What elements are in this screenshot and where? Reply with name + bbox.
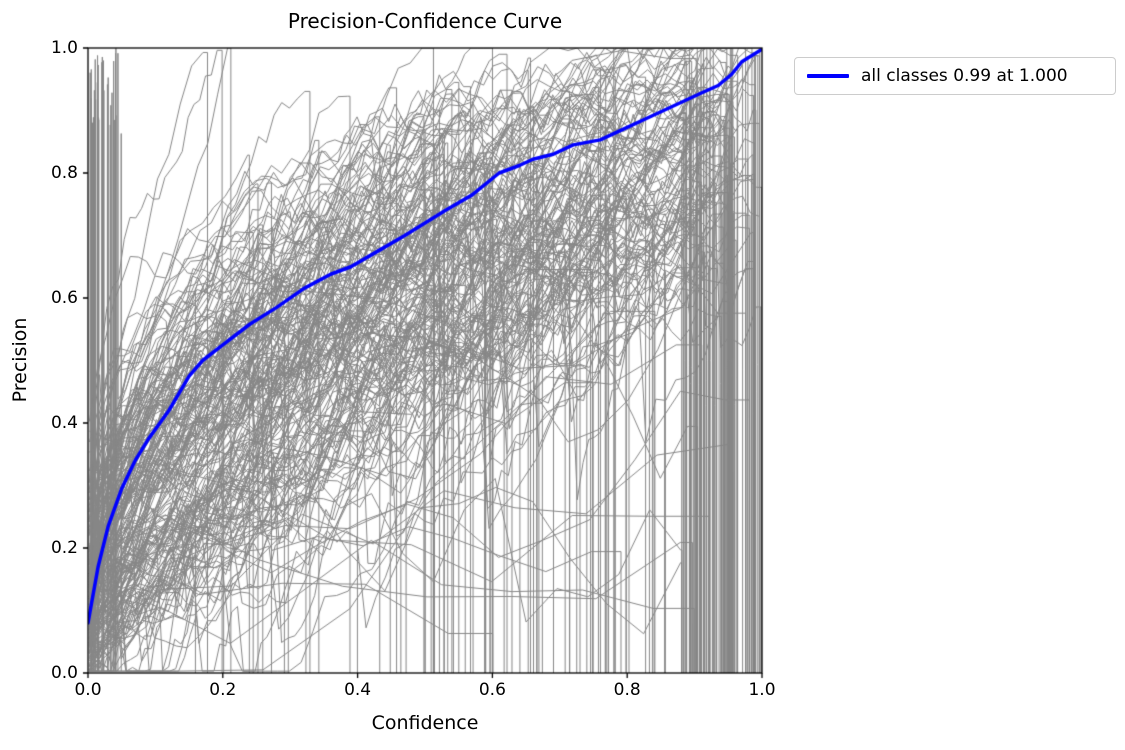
x-tick-label: 1.0 bbox=[748, 680, 776, 700]
x-tick-label: 0.4 bbox=[344, 680, 372, 700]
legend-label: all classes 0.99 at 1.000 bbox=[861, 66, 1068, 86]
chart-title: Precision-Confidence Curve bbox=[287, 9, 563, 33]
x-tick-label: 0.6 bbox=[478, 680, 506, 700]
y-tick-label: 1.0 bbox=[50, 38, 78, 58]
y-axis-label: Precision bbox=[9, 317, 31, 403]
y-tick-label: 0.6 bbox=[50, 288, 78, 308]
x-tick-label: 0.0 bbox=[74, 680, 102, 700]
x-axis-label: Confidence bbox=[371, 712, 479, 734]
y-tick-label: 0.0 bbox=[50, 663, 78, 683]
legend-line-swatch bbox=[807, 73, 849, 79]
y-tick-label: 0.4 bbox=[50, 413, 78, 433]
x-tick-label: 0.2 bbox=[209, 680, 237, 700]
y-tick-label: 0.8 bbox=[50, 163, 78, 183]
legend: all classes 0.99 at 1.000 bbox=[794, 57, 1116, 95]
y-tick-label: 0.2 bbox=[50, 538, 78, 558]
x-tick-label: 0.8 bbox=[613, 680, 641, 700]
